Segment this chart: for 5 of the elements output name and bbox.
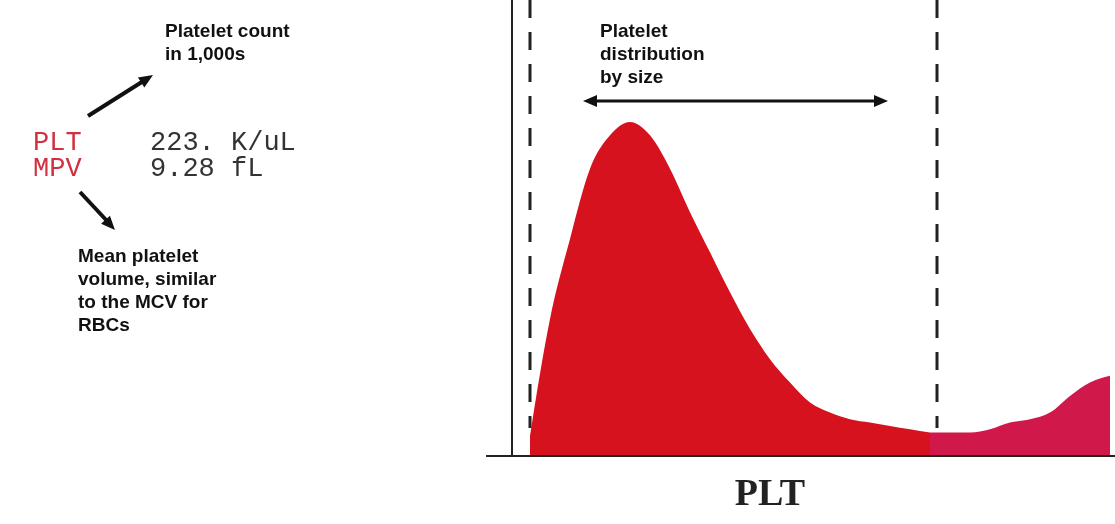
- text: Platelet distribution by size: [600, 20, 705, 87]
- x-axis-title: PLT: [734, 471, 806, 513]
- text: Platelet count in 1,000s: [165, 20, 291, 64]
- text: 9.28 fL: [150, 154, 264, 184]
- text: Mean platelet volume, similar to the MCV for RBCs: [78, 245, 217, 335]
